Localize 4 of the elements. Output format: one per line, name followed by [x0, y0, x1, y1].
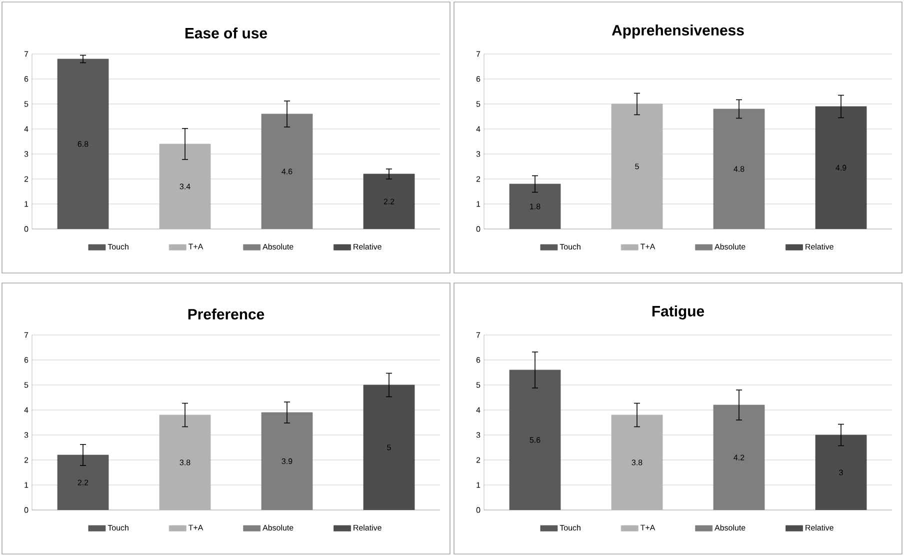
chart-title: Ease of use: [185, 28, 268, 38]
chart-title: Fatigue: [652, 305, 704, 320]
chart-title: Preference: [188, 308, 264, 320]
chart-title: Apprehensiveness: [612, 24, 744, 38]
